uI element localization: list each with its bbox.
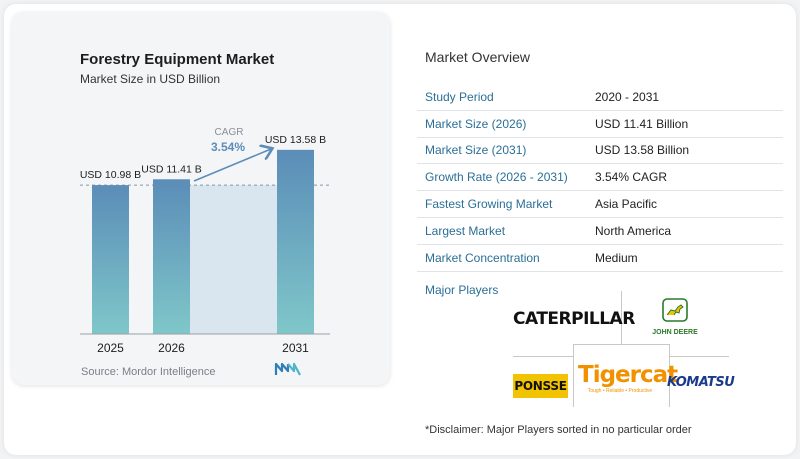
overview-row-label: Study Period bbox=[425, 89, 494, 104]
deer-icon bbox=[662, 298, 688, 322]
divider bbox=[669, 344, 670, 407]
x-tick-label: 2025 bbox=[97, 341, 124, 355]
divider bbox=[513, 356, 573, 357]
cagr-label: CAGR bbox=[215, 127, 244, 138]
john-deere-logo: JOHN DEERE bbox=[648, 298, 702, 336]
x-tick-label: 2026 bbox=[158, 341, 185, 355]
overview-table: Study Period 2020 - 2031 Market Size (2026… bbox=[417, 84, 783, 272]
john-deere-text: JOHN DEERE bbox=[652, 329, 698, 336]
tigercat-logo: Tigercat Tough • Reliable • Productive bbox=[578, 362, 678, 394]
overview-row-label: Largest Market bbox=[425, 223, 506, 238]
overview-row: Study Period 2020 - 2031 bbox=[417, 84, 783, 111]
chart-subtitle: Market Size in USD Billion bbox=[80, 72, 221, 86]
source-text: Source: Mordor Intelligence bbox=[81, 366, 216, 378]
bar bbox=[277, 149, 314, 334]
overview-row-label: Fastest Growing Market bbox=[425, 197, 553, 212]
divider bbox=[573, 344, 669, 345]
cagr-arrow bbox=[193, 149, 271, 182]
overview-row-value: USD 13.58 Billion bbox=[595, 143, 690, 158]
divider bbox=[573, 344, 574, 407]
bar-data-label: USD 13.58 B bbox=[265, 134, 326, 146]
overview-row-value: North America bbox=[595, 223, 672, 238]
overview-row-value: Asia Pacific bbox=[595, 197, 658, 212]
overview-title: Market Overview bbox=[425, 49, 531, 65]
cagr-value: 3.54% bbox=[211, 140, 245, 154]
overview-row-value: USD 11.41 Billion bbox=[595, 116, 689, 131]
disclaimer-text: *Disclaimer: Major Players sorted in no … bbox=[425, 424, 692, 436]
overview-row-label: Market Size (2031) bbox=[425, 143, 527, 158]
overview-row: Market Concentration Medium bbox=[417, 245, 783, 272]
tigercat-text: Tigercat bbox=[578, 362, 678, 388]
overview-row: Largest Market North America bbox=[417, 218, 783, 245]
mordor-logo-icon bbox=[274, 362, 301, 376]
players-title: Major Players bbox=[425, 283, 499, 297]
bar-data-label: USD 10.98 B bbox=[80, 169, 141, 181]
tigercat-tagline: Tough • Reliable • Productive bbox=[587, 388, 653, 394]
overview-row-value: Medium bbox=[595, 250, 638, 265]
overview-row: Growth Rate (2026 - 2031) 3.54% CAGR bbox=[417, 164, 783, 192]
x-tick-label: 2031 bbox=[282, 341, 309, 355]
overview-row-label: Growth Rate (2026 - 2031) bbox=[425, 170, 568, 185]
bar bbox=[153, 179, 190, 334]
overview-row-label: Market Size (2026) bbox=[425, 116, 527, 131]
overview-row-label: Market Concentration bbox=[425, 250, 540, 265]
komatsu-logo: KOMATSU bbox=[667, 375, 735, 390]
divider bbox=[669, 356, 729, 357]
bar-chart: USD 10.98 B 2025 USD 11.41 B 2026 USD 13.58 … bbox=[80, 127, 330, 355]
overview-row-value: 3.54% CAGR bbox=[595, 170, 668, 185]
overview-row: Market Size (2031) USD 13.58 Billion bbox=[417, 138, 783, 165]
chart-title: Forestry Equipment Market bbox=[80, 51, 275, 68]
overview-row-value: 2020 - 2031 bbox=[595, 89, 660, 104]
ponsse-logo: PONSSE bbox=[513, 374, 568, 398]
bar bbox=[92, 185, 129, 334]
divider bbox=[621, 291, 622, 344]
caterpillar-logo: CATERPILLAR bbox=[513, 309, 635, 329]
bar-data-label: USD 11.41 B bbox=[141, 163, 202, 175]
projection-band bbox=[190, 185, 277, 334]
overview-row: Market Size (2026) USD 11.41 Billion bbox=[417, 111, 783, 138]
overview-row: Fastest Growing Market Asia Pacific bbox=[417, 191, 783, 218]
